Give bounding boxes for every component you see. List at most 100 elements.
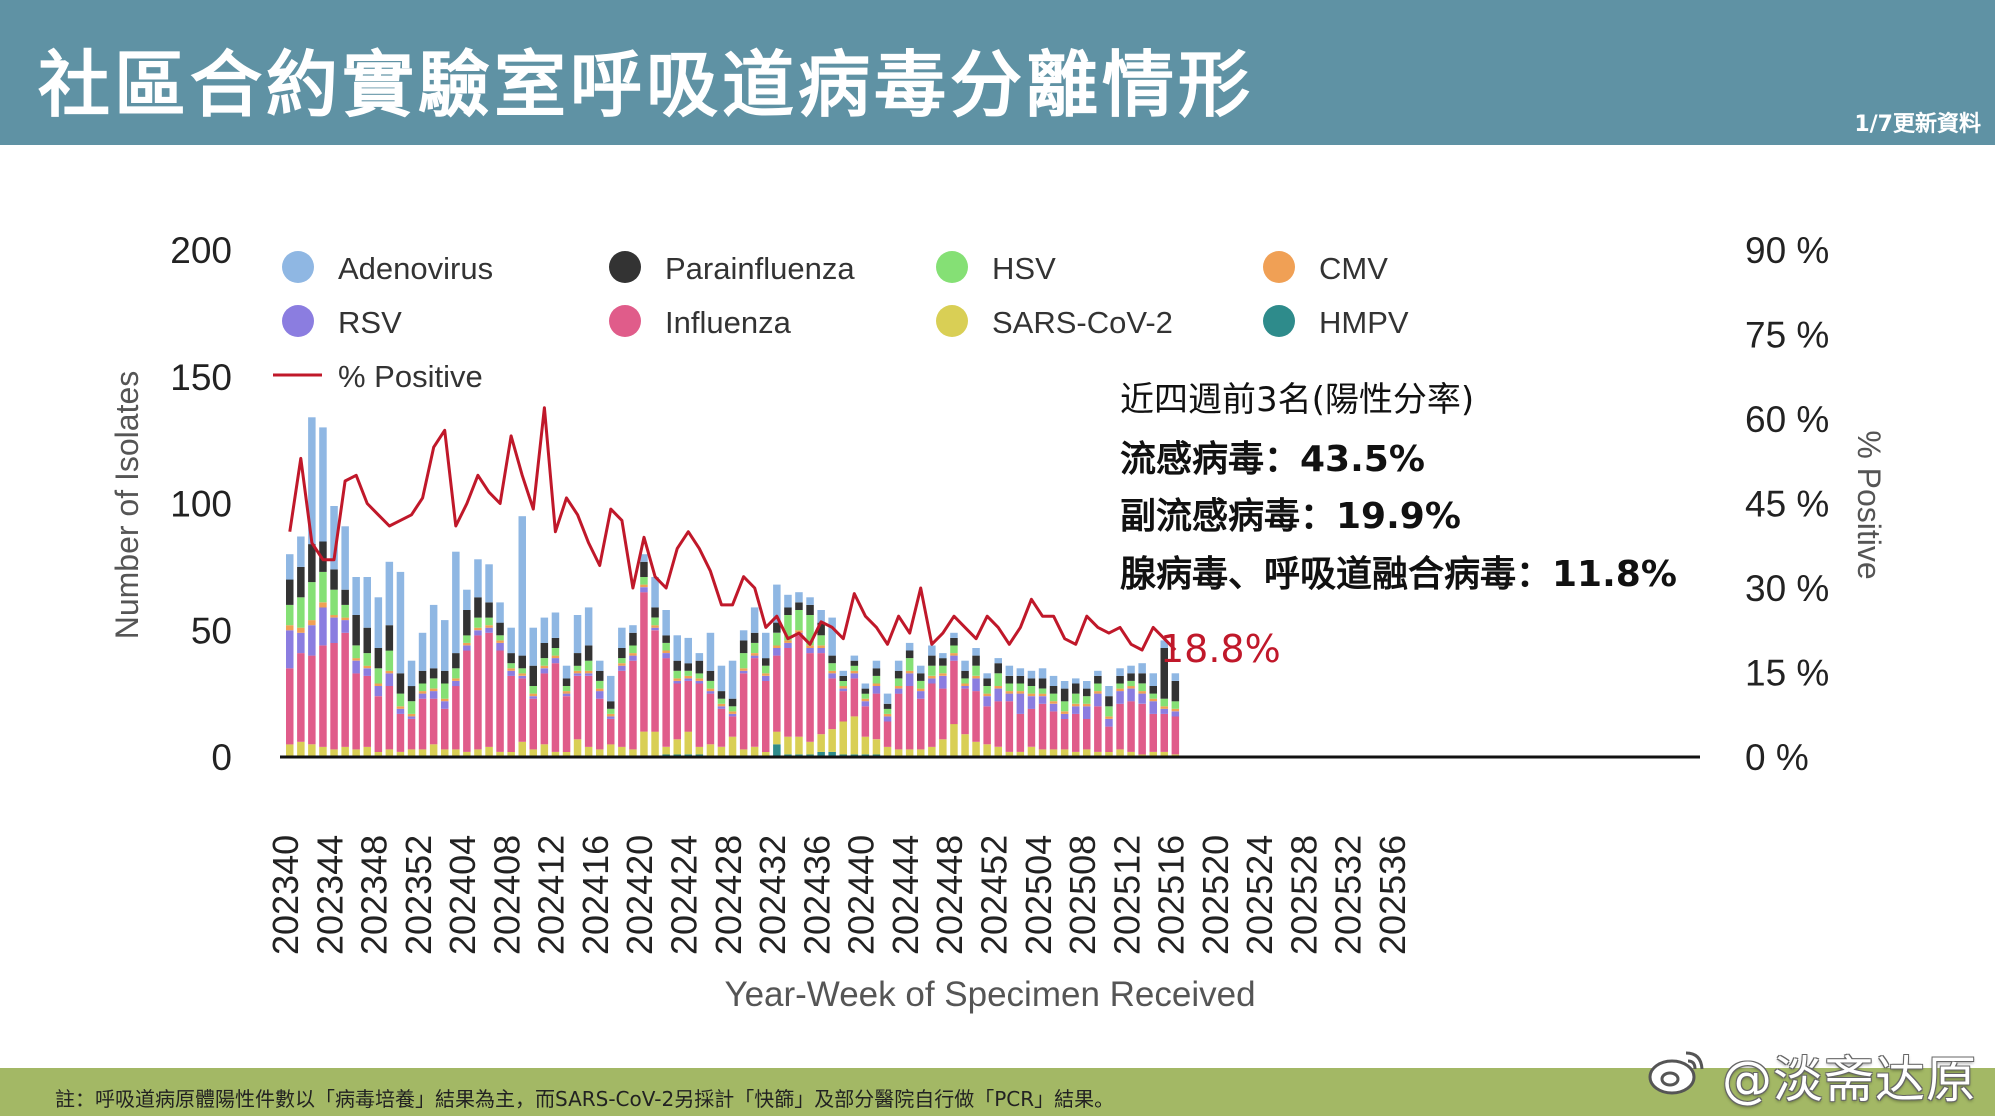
bar-segment-hsv <box>540 658 549 666</box>
bar-segment-rsv <box>1160 708 1168 714</box>
bar-segment-cmv <box>463 642 471 646</box>
bar-segment-influenza <box>1149 713 1157 752</box>
bar-segment-parainfluenza <box>1138 673 1146 684</box>
x-tick-label: 202528 <box>1283 835 1324 955</box>
bar-segment-hsv <box>1083 696 1091 704</box>
bar-segment-adenovirus <box>540 617 549 643</box>
bar-segment-adenovirus <box>684 637 692 664</box>
bar-segment-hsv <box>374 668 383 684</box>
bar-segment-parainfluenza <box>939 658 947 666</box>
bar-segment-hsv <box>529 686 537 694</box>
bar-segment-parainfluenza <box>1005 675 1014 684</box>
bar-segment-rsv <box>518 675 526 679</box>
bar-segment-rsv <box>396 708 405 714</box>
bar-segment-influenza <box>330 642 338 750</box>
bar-segment-cmv <box>762 673 770 676</box>
bar-segment-adenovirus <box>463 589 471 610</box>
bar-segment-cmv <box>905 670 914 674</box>
bar-segment-hsv <box>1105 706 1113 717</box>
bar-segment-hsv <box>1049 693 1058 702</box>
bar-segment-rsv <box>983 696 991 707</box>
bar-segment-sars-cov-2 <box>861 736 870 755</box>
bar-segment-parainfluenza <box>607 701 615 709</box>
bar-segment-rsv <box>717 706 726 709</box>
bar-segment-adenovirus <box>1038 668 1047 679</box>
bar-segment-influenza <box>894 693 903 750</box>
bar-segment-parainfluenza <box>319 541 327 572</box>
bar-segment-influenza <box>297 653 305 742</box>
bar-segment-sars-cov-2 <box>839 721 847 755</box>
bar-segment-influenza <box>673 683 681 740</box>
bar-segment-sars-cov-2 <box>474 749 482 757</box>
bar-segment-sars-cov-2 <box>1083 749 1091 757</box>
bar-segment-adenovirus <box>319 427 327 542</box>
bar-segment-parainfluenza <box>1072 683 1080 694</box>
bar-segment-sars-cov-2 <box>562 751 571 757</box>
x-tick-label: 202516 <box>1151 835 1192 955</box>
bar-segment-hsv <box>474 617 482 628</box>
bar-segment-cmv <box>1127 686 1135 689</box>
bar-segment-cmv <box>1016 691 1025 694</box>
bar-segment-parainfluenza <box>1094 675 1102 684</box>
bar-segment-cmv <box>485 625 493 628</box>
bar-segment-influenza <box>596 698 604 750</box>
bar-segment-parainfluenza <box>717 691 726 699</box>
bar-segment-parainfluenza <box>950 637 958 646</box>
bar-segment-rsv <box>330 617 338 643</box>
bar-segment-influenza <box>551 663 560 752</box>
bar-segment-rsv <box>1171 711 1180 717</box>
bar-segment-hsv <box>507 663 515 669</box>
bar-segment-cmv <box>374 683 383 686</box>
annotation-item-2: 副流感病毒：19.9% <box>1120 496 1461 537</box>
bar-segment-hsv <box>297 597 305 628</box>
bar-segment-hsv <box>562 686 571 692</box>
bar-segment-parainfluenza <box>596 670 604 681</box>
bar-segment-parainfluenza <box>750 632 759 643</box>
bar-segment-hsv <box>961 678 969 684</box>
bar-segment-influenza <box>795 635 803 737</box>
bar-segment-cmv <box>385 670 394 674</box>
bar-segment-parainfluenza <box>662 635 670 643</box>
bar-segment-cmv <box>341 617 349 621</box>
bar-segment-rsv <box>784 642 792 648</box>
bar-segment-influenza <box>1138 703 1146 755</box>
bar-segment-parainfluenza <box>540 642 549 659</box>
bar-segment-hsv <box>618 658 626 664</box>
bar-segment-rsv <box>418 693 427 699</box>
bar-segment-sars-cov-2 <box>1127 751 1135 757</box>
bar-segment-parainfluenza <box>485 602 493 618</box>
bar-segment-parainfluenza <box>817 622 825 636</box>
bar-segment-cmv <box>352 658 360 661</box>
bar-segment-hsv <box>463 635 471 643</box>
bar-segment-hsv <box>1149 693 1157 699</box>
bar-segment-sars-cov-2 <box>540 744 549 757</box>
bar-segment-rsv <box>762 675 770 681</box>
bar-segment-hsv <box>286 604 294 626</box>
bar-segment-rsv <box>994 688 1002 702</box>
bar-segment-parainfluenza <box>352 615 360 646</box>
bar-segment-rsv <box>551 658 560 664</box>
bar-segment-parainfluenza <box>739 640 748 654</box>
bar-segment-sars-cov-2 <box>695 746 704 755</box>
bar-segment-cmv <box>529 693 537 697</box>
bar-segment-cmv <box>396 706 405 709</box>
bar-segment-hsv <box>1171 701 1180 709</box>
bar-segment-sars-cov-2 <box>596 749 604 757</box>
x-tick-label: 202432 <box>752 835 793 955</box>
y2-tick-label: 30 % <box>1745 568 1829 609</box>
bar-segment-influenza <box>485 632 493 747</box>
legend-swatch-influenza <box>609 305 641 337</box>
bar-segment-sars-cov-2 <box>894 749 903 757</box>
bar-segment-influenza <box>717 708 726 747</box>
bar-segment-adenovirus <box>418 632 427 671</box>
bar-segment-adenovirus <box>374 597 383 648</box>
bar-segment-adenovirus <box>352 577 360 615</box>
bar-segment-hsv <box>795 610 803 631</box>
bar-segment-parainfluenza <box>1127 673 1135 681</box>
bar-segment-hsv <box>496 635 504 641</box>
bar-segment-cmv <box>928 675 936 679</box>
bar-segment-parainfluenza <box>684 663 692 671</box>
bar-segment-cmv <box>795 630 803 633</box>
bar-segment-influenza <box>374 696 383 752</box>
bar-segment-influenza <box>573 675 582 740</box>
